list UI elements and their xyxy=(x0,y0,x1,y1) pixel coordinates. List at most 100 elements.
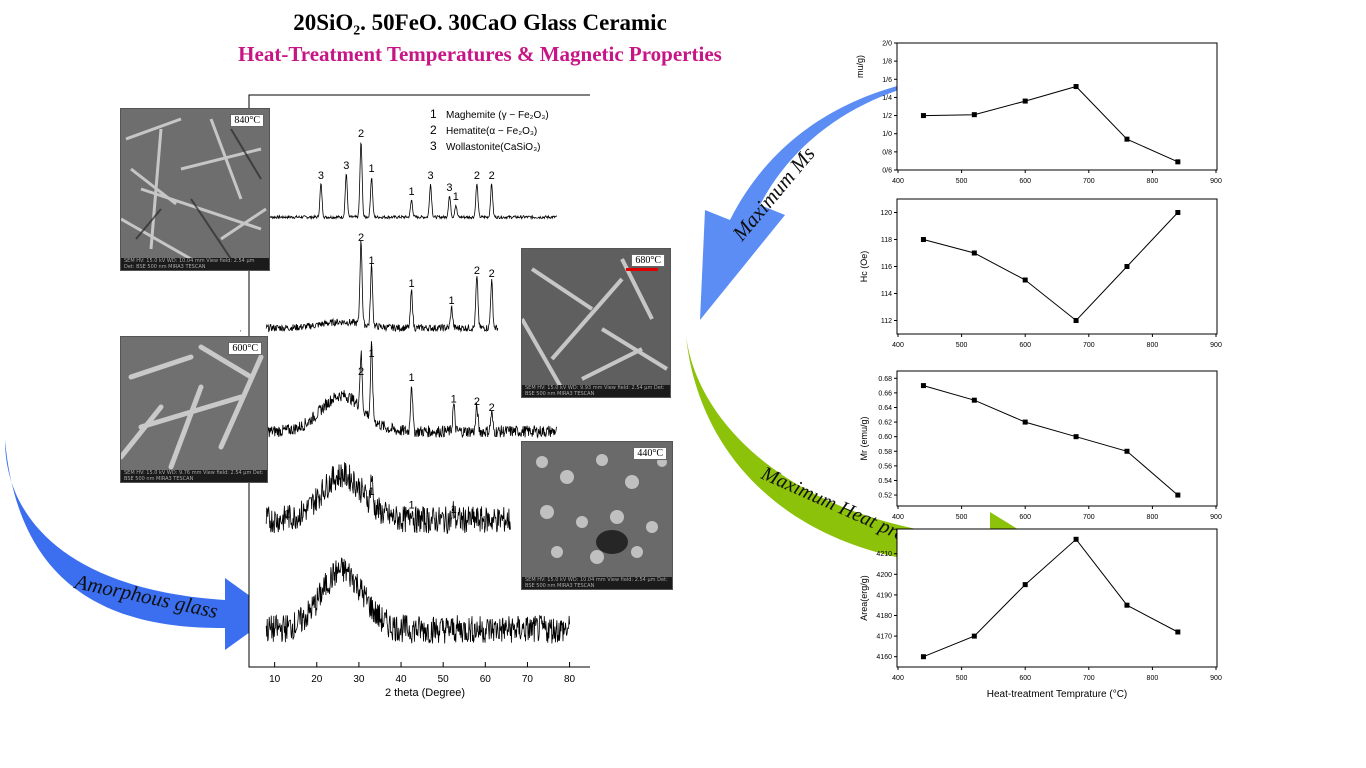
xrd-x-tick-label: 10 xyxy=(269,674,281,685)
x-tick-label: 800 xyxy=(1147,675,1159,682)
xrd-x-tick-label: 70 xyxy=(522,674,534,685)
x-tick-label: 800 xyxy=(1147,178,1159,185)
y-tick-label: 1/6 xyxy=(882,77,892,84)
xrd-x-axis: 10 20 30 40 50 60 70 80 xyxy=(269,662,576,685)
y-tick-label: 0.62 xyxy=(878,420,892,427)
y-tick-label: 0.60 xyxy=(878,434,892,441)
x-tick-label: 500 xyxy=(956,514,968,521)
data-point xyxy=(920,654,926,660)
y-tick-label: 4160 xyxy=(876,654,892,661)
peak-label: 1 xyxy=(453,191,459,203)
x-tick-label: 500 xyxy=(956,178,968,185)
x-tick-label: 400 xyxy=(892,178,904,185)
x-tick-label: 500 xyxy=(956,342,968,349)
y-axis-label: mu/g) xyxy=(855,55,865,78)
y-tick-label: 0.64 xyxy=(878,405,892,412)
x-tick-label: 900 xyxy=(1210,178,1222,185)
data-point xyxy=(971,112,977,118)
data-point xyxy=(920,383,926,389)
y-tick-label: 0/8 xyxy=(882,149,892,156)
data-point xyxy=(1022,419,1028,425)
mr-chart: 400 500 600 700 800 900 0.52 0.54 0.56 0.58 0.60 0.… xyxy=(859,370,1222,521)
peak-label: 1 xyxy=(368,486,374,498)
data-point xyxy=(1124,602,1130,608)
xrd-y-axis-label: y xyxy=(240,326,241,332)
sem-label-440: 440°C xyxy=(633,447,667,460)
arrow-label-ms: Maximum Ms xyxy=(727,142,820,246)
y-tick-label: 4180 xyxy=(876,613,892,620)
data-point xyxy=(920,113,926,119)
sem-info-bar-840: SEM HV: 15.0 kV WD: 10.04 mm View field:… xyxy=(121,258,269,270)
x-tick-label: 800 xyxy=(1147,342,1159,349)
xrd-x-axis-label: 2 theta (Degree) xyxy=(385,687,465,699)
legend-num-1: 1 xyxy=(430,107,437,121)
xrd-pattern-glass xyxy=(265,557,570,644)
sem-label-600: 600°C xyxy=(228,342,262,355)
data-point xyxy=(1022,582,1028,588)
sem-info-bar-680: SEM HV: 15.0 kV WD: 9.93 mm View field: … xyxy=(522,385,670,397)
sem-info-bar-600: SEM HV: 15.0 kV WD: 9.76 mm View field: … xyxy=(121,470,267,482)
y-tick-label: 114 xyxy=(881,291,892,298)
y-tick-label: 0.68 xyxy=(878,376,892,383)
series-line xyxy=(923,385,1179,496)
sem-texture-440 xyxy=(522,442,672,589)
y-tick-label: 0.66 xyxy=(878,390,892,397)
series-line xyxy=(923,538,1179,658)
y-tick-label: 1/0 xyxy=(882,131,892,138)
subtitle: Heat-Treatment Temperatures & Magnetic P… xyxy=(238,42,722,66)
y-tick-label: 118 xyxy=(881,237,892,244)
peak-label: 1 xyxy=(284,509,290,521)
xrd-x-tick-label: 60 xyxy=(480,674,492,685)
peak-label: 1 xyxy=(451,394,457,406)
x-tick-label: 500 xyxy=(956,675,968,682)
area-chart: 400 500 600 700 800 900 4160 4170 4180 4190 4200 42… xyxy=(859,528,1222,700)
x-tick-label: 400 xyxy=(892,514,904,521)
peak-label: 3 xyxy=(427,170,433,182)
legend-wollastonite: Wollastonite(CaSiO₃) xyxy=(446,142,540,153)
y-axis-label: Mr (emu/g) xyxy=(859,416,869,460)
x-tick-label: 600 xyxy=(1019,342,1031,349)
data-point xyxy=(1073,84,1079,90)
peak-label: 1 xyxy=(368,348,374,360)
sem-image-440: 440°C SEM HV: 15.0 kV WD: 10.04 mm View … xyxy=(521,441,673,590)
series-line xyxy=(923,212,1179,322)
y-tick-label: 0.58 xyxy=(878,449,892,456)
x-tick-label: 800 xyxy=(1147,514,1159,521)
y-tick-label: 116 xyxy=(881,264,892,271)
x-tick-label: 700 xyxy=(1083,675,1095,682)
sem-label-840: 840°C xyxy=(230,114,264,127)
y-tick-label: 1/2 xyxy=(882,113,892,120)
peak-label: 2 xyxy=(474,170,480,182)
scale-marker xyxy=(626,268,658,271)
y-axis-label: Hc (Oe) xyxy=(859,251,869,283)
x-tick-label: 600 xyxy=(1019,675,1031,682)
data-point xyxy=(1175,210,1181,215)
peak-label: 3 xyxy=(343,160,349,172)
xrd-pattern-680°C xyxy=(265,240,499,333)
peak-label: 3 xyxy=(318,170,324,182)
peak-label: 2 xyxy=(358,232,364,244)
x-tick-label: 600 xyxy=(1019,178,1031,185)
data-point xyxy=(971,397,977,403)
y-axis-label: Area(erg/g) xyxy=(859,575,869,621)
xrd-pattern-840°C xyxy=(266,141,558,221)
xrd-legend: 1 Maghemite (γ − Fe₂O₃) 2 Hematite(α − F… xyxy=(430,107,549,153)
y-tick-label: 4200 xyxy=(876,572,892,579)
y-tick-label: 2/0 xyxy=(882,41,892,48)
sem-image-600: 600°C SEM HV: 15.0 kV WD: 9.76 mm View f… xyxy=(120,336,268,483)
data-point xyxy=(1073,536,1079,542)
data-point xyxy=(1073,318,1079,323)
data-point xyxy=(1175,629,1181,635)
peak-label: 2 xyxy=(474,396,480,408)
data-point xyxy=(1124,264,1130,269)
y-tick-label: 0.54 xyxy=(878,478,892,485)
peak-label: 1 xyxy=(451,504,457,516)
x-tick-label: 900 xyxy=(1210,514,1222,521)
y-tick-label: 0.52 xyxy=(878,493,892,500)
sem-image-840: 840°C SEM HV: 15.0 kV WD: 10.04 mm View … xyxy=(120,108,270,271)
xrd-pattern-600°C xyxy=(265,341,557,439)
peak-label: 3 xyxy=(446,182,452,194)
main-title: 20SiO₂. 50FeO. 30CaO Glass Ceramic xyxy=(293,10,667,35)
amorphous-arrow-shape xyxy=(5,440,275,650)
